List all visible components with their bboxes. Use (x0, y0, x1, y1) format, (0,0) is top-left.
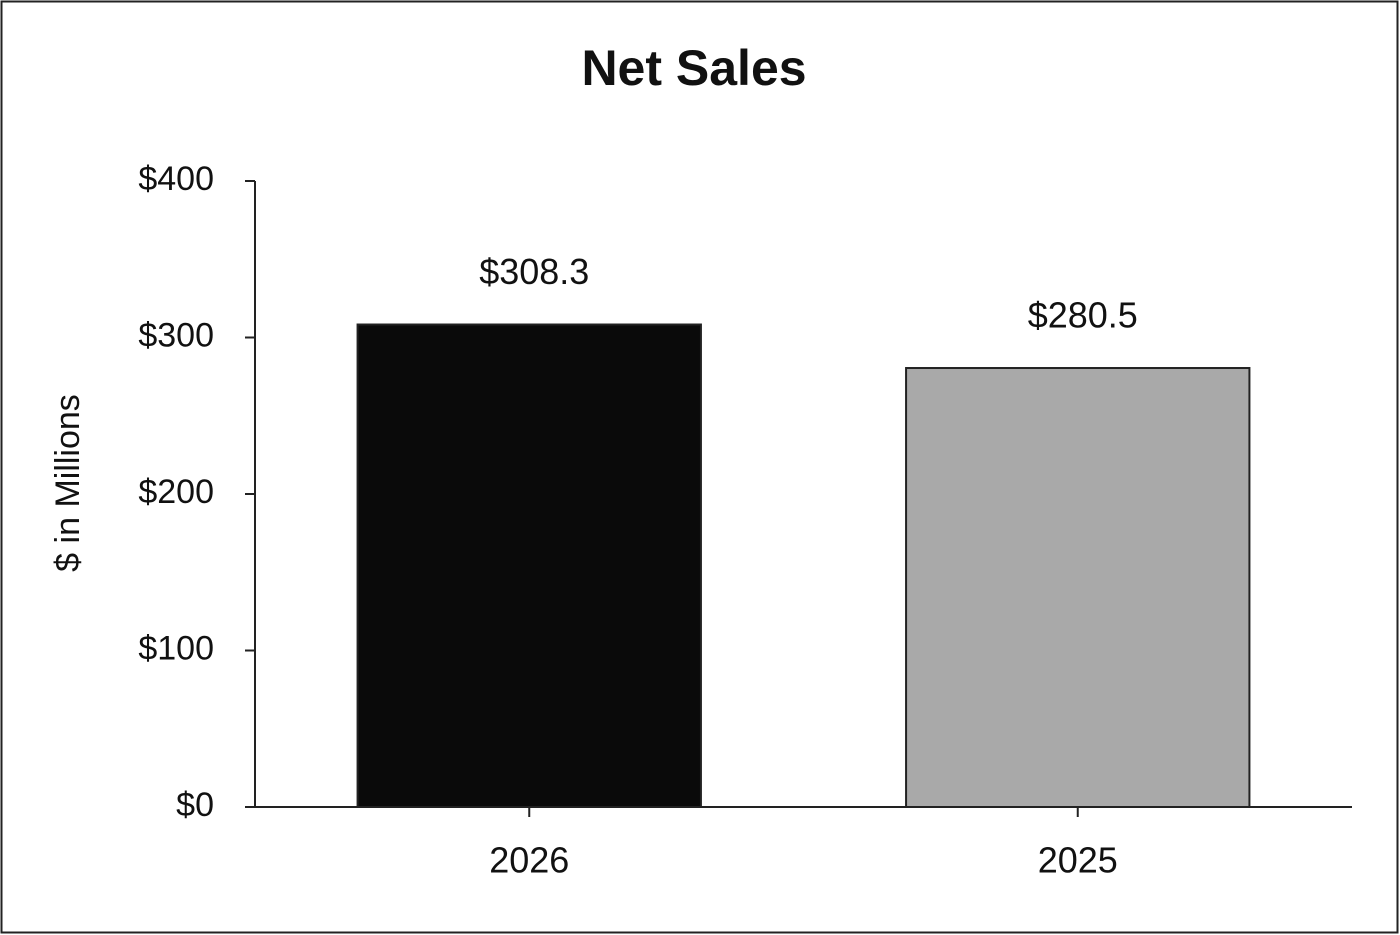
x-tick-label: 2025 (1038, 840, 1118, 881)
y-tick-label: $400 (138, 160, 214, 198)
bar (356, 323, 702, 808)
y-tick-label: $300 (138, 316, 214, 354)
y-axis-label: $ in Millions (49, 394, 87, 572)
chart-title: Net Sales (581, 40, 806, 96)
y-tick-label: $0 (176, 786, 214, 824)
y-tick-label: $200 (138, 473, 214, 511)
value-label: $280.5 (1028, 295, 1138, 336)
bar (905, 367, 1251, 808)
value-label: $308.3 (479, 251, 589, 292)
x-tick-label: 2026 (489, 840, 569, 881)
y-tick-label: $100 (138, 629, 214, 667)
